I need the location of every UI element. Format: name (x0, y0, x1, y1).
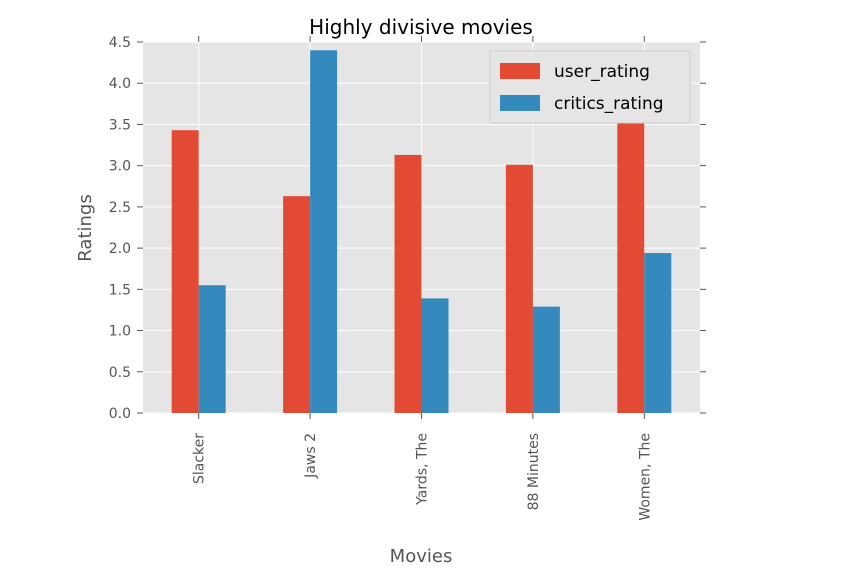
bar-critics-rating (644, 253, 672, 413)
y-tick-label: 2.0 (109, 241, 131, 257)
y-tick-label: 0.0 (109, 406, 131, 422)
legend-swatch (500, 63, 540, 79)
x-tick-label: Women, The (637, 433, 653, 521)
x-axis-label: Movies (390, 546, 453, 567)
legend: user_rating critics_rating (489, 50, 691, 124)
y-tick-label: 1.0 (109, 324, 131, 340)
y-tick-label: 3.5 (109, 117, 131, 133)
x-axis-ticks: Slacker Jaws 2 Yards, The 88 Minutes Women, … (192, 36, 653, 521)
y-tick-label: 2.5 (109, 200, 131, 216)
bars (171, 50, 672, 413)
bar-user-rating (171, 130, 199, 413)
bar-user-rating (394, 154, 422, 413)
x-tick-label: Yards, The (415, 433, 431, 506)
y-tick-label: 4.5 (109, 35, 131, 51)
bar-critics-rating (421, 298, 449, 413)
bar-user-rating (505, 164, 533, 413)
bar-critics-rating (198, 285, 226, 413)
y-axis-ticks: 0.0 0.5 1.0 1.5 2.0 2.5 3.0 3.5 4.0 4.5 (109, 35, 706, 422)
x-tick-label: Jaws 2 (303, 433, 319, 479)
y-tick-label: 1.5 (109, 282, 131, 298)
y-tick-label: 4.0 (109, 76, 131, 92)
x-tick-label: 88 Minutes (526, 433, 542, 510)
legend-label: critics_rating (554, 94, 664, 114)
bar-user-rating (617, 122, 645, 413)
y-axis-label: Ratings (75, 194, 96, 261)
y-tick-label: 0.5 (109, 365, 131, 381)
chart-title: Highly divisive movies (309, 15, 533, 39)
x-tick-label: Slacker (192, 433, 208, 484)
bar-critics-rating (310, 50, 338, 413)
bar-user-rating (283, 196, 311, 413)
bar-critics-rating (532, 306, 560, 413)
legend-swatch (500, 95, 540, 111)
legend-label: user_rating (554, 62, 650, 82)
y-tick-label: 3.0 (109, 159, 131, 175)
